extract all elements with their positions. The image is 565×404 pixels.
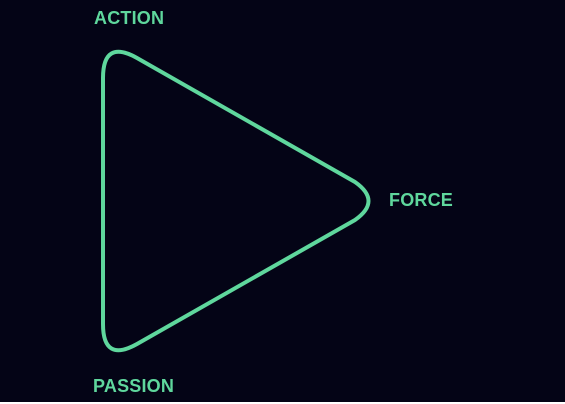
rounded-triangle-outline [101,49,371,353]
label-force: FORCE [389,190,453,210]
label-action: ACTION [94,8,165,28]
label-passion: PASSION [93,376,175,396]
